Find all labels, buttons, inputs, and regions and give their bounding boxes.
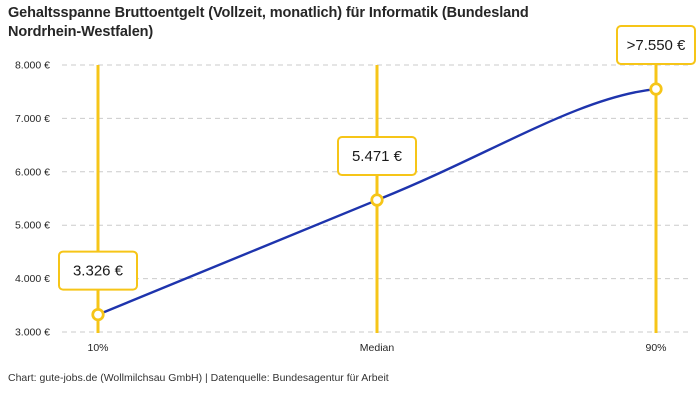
x-axis-category-label: 10%	[87, 342, 108, 354]
chart-title-line1: Gehaltsspanne Bruttoentgelt (Vollzeit, m…	[8, 5, 529, 21]
value-label: >7.550 €	[627, 37, 686, 54]
value-label-box	[616, 25, 696, 66]
data-point-marker	[370, 193, 384, 207]
y-axis-tick-label: 3.000 €	[15, 327, 50, 339]
value-label: 3.326 €	[73, 263, 124, 280]
y-axis-tick-label: 8.000 €	[15, 60, 50, 72]
value-label-box	[337, 136, 417, 177]
x-axis-category-label: Median	[360, 342, 395, 354]
chart-title: Gehaltsspanne Bruttoentgelt (Vollzeit, m…	[8, 4, 529, 42]
y-axis-tick-label: 7.000 €	[15, 113, 50, 125]
value-label-box	[58, 250, 138, 291]
data-point-marker	[649, 82, 663, 96]
y-axis-tick-label: 6.000 €	[15, 166, 50, 178]
chart-title-line2: Nordrhein-Westfalen)	[8, 24, 154, 40]
data-point-marker	[91, 307, 105, 322]
chart-source-attribution: Chart: gute-jobs.de (Wollmilchsau GmbH) …	[8, 372, 389, 384]
x-axis-category-label: 90%	[645, 342, 666, 354]
y-axis-tick-label: 4.000 €	[15, 273, 50, 285]
value-label: 5.471 €	[352, 148, 403, 165]
y-axis-tick-label: 5.000 €	[15, 220, 50, 232]
